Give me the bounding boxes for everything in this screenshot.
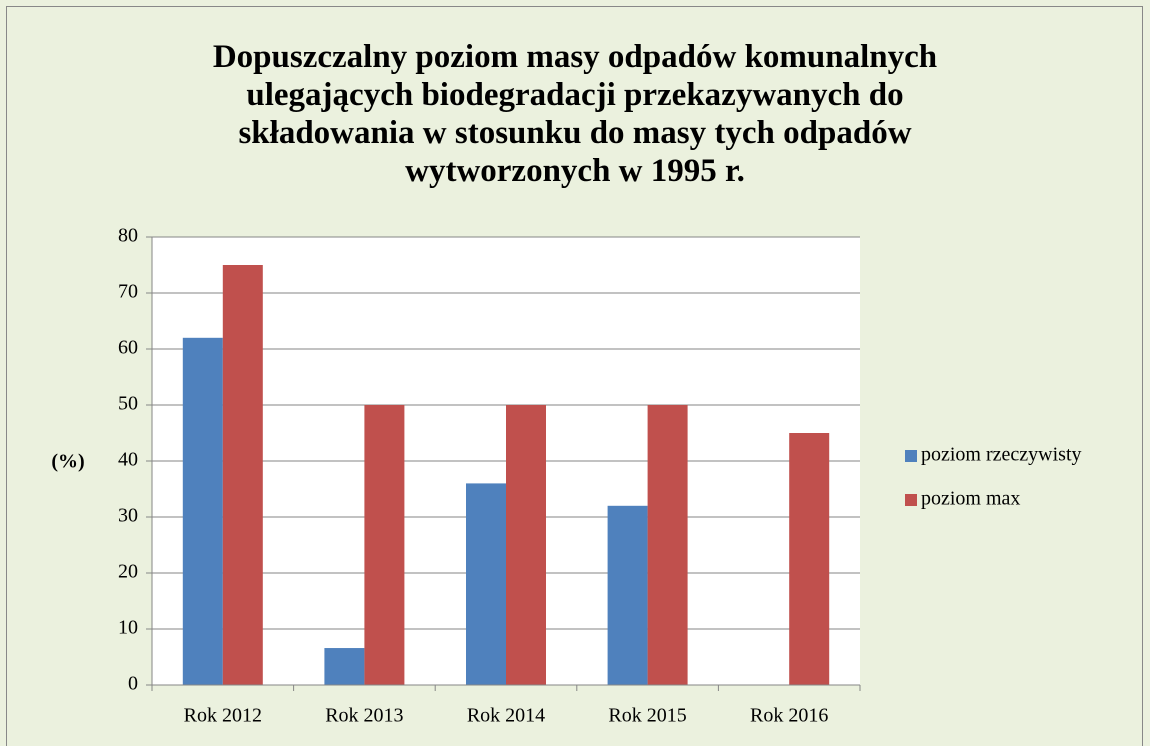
legend-label: poziom rzeczywisty [921,444,1082,466]
bar [364,405,405,685]
x-tick-label: Rok 2012 [184,705,262,727]
bar [607,505,648,685]
y-tick-label: 80 [118,225,138,247]
x-tick-label: Rok 2016 [750,705,828,727]
y-tick-label: 0 [128,673,138,695]
y-tick-label: 10 [118,617,138,639]
y-tick-label: 40 [118,449,138,471]
y-tick-label: 30 [118,505,138,527]
y-tick-label: 20 [118,561,138,583]
bar [789,433,830,685]
chart-title: Dopuszczalny poziom masy odpadów komunal… [212,39,938,189]
legend-swatch [905,494,917,506]
x-tick-label: Rok 2013 [325,705,403,727]
bar [182,337,223,685]
bar [506,405,546,685]
x-tick-label: Rok 2015 [608,705,686,727]
legend-swatch [905,450,917,462]
y-axis-label: (%) [51,451,84,473]
bar [324,648,365,685]
y-tick-label: 70 [118,281,138,303]
legend-label: poziom max [921,488,1020,510]
bar [647,405,688,685]
y-tick-label: 50 [118,393,138,415]
x-tick-label: Rok 2014 [467,705,545,727]
bar [222,265,263,685]
y-tick-label: 60 [118,337,138,359]
chart-frame [6,6,1143,746]
bar [466,483,506,685]
